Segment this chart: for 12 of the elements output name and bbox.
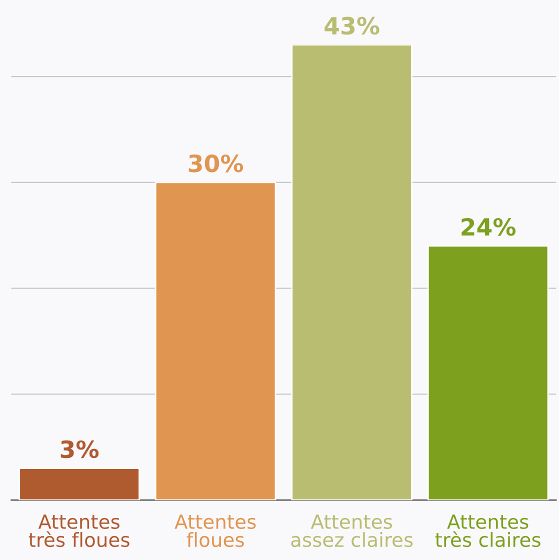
bar — [18, 468, 140, 500]
data-label: 30% — [188, 154, 244, 172]
bar — [291, 44, 412, 500]
bar — [427, 245, 549, 500]
x-tick-label: Attentes très floues — [28, 514, 130, 548]
bar — [154, 182, 276, 500]
x-tick-label: Attentes très claires — [435, 514, 540, 548]
data-label: 43% — [324, 16, 380, 35]
data-label: 24% — [462, 218, 516, 236]
x-tick-label: Attentes assez claires — [291, 514, 413, 548]
data-label: 3% — [60, 440, 99, 458]
x-tick-label: Attentes floues — [174, 514, 256, 548]
